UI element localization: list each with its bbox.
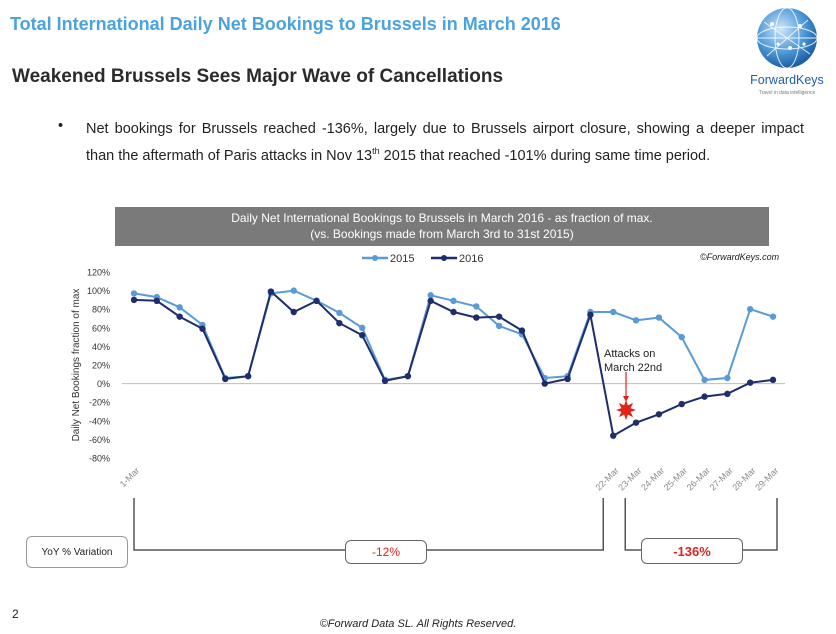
data-point-2016 xyxy=(610,432,617,439)
data-point-2016 xyxy=(176,313,183,320)
bullet-text: Net bookings for Brussels reached -136%,… xyxy=(86,118,804,167)
data-point-2016 xyxy=(450,308,457,316)
legend-label: 2016 xyxy=(459,253,483,265)
y-tick-label: 60% xyxy=(92,323,110,333)
data-point-2016 xyxy=(359,332,366,339)
x-tick-label: 1-Mar xyxy=(118,465,142,489)
data-point-2016 xyxy=(404,372,412,380)
explosion-icon xyxy=(616,400,636,420)
attack-annotation: Attacks on March 22nd xyxy=(604,347,662,375)
data-point-2016 xyxy=(655,411,663,418)
y-axis-label: Daily Net Bookings fraction of max xyxy=(71,289,82,442)
x-tick-label: 24-Mar xyxy=(639,465,666,492)
data-point-2015 xyxy=(610,308,617,316)
data-point-2015 xyxy=(450,297,457,305)
data-point-2015 xyxy=(336,309,343,317)
legend-label: 2015 xyxy=(390,253,414,265)
data-point-2015 xyxy=(724,374,731,382)
y-tick-label: 0% xyxy=(97,379,110,389)
data-point-2016 xyxy=(267,288,275,295)
data-point-2015 xyxy=(655,314,663,321)
slide-subtitle: Weakened Brussels Sees Major Wave of Can… xyxy=(12,66,504,87)
data-point-2016 xyxy=(290,308,297,316)
data-point-2015 xyxy=(176,304,183,311)
slide-title: Total International Daily Net Bookings t… xyxy=(10,14,561,34)
data-point-2015 xyxy=(632,317,640,324)
logo-wordmark: ForwardKeys xyxy=(750,73,824,87)
data-point-2016 xyxy=(244,372,252,380)
bullet-text-part2: 2015 that reached -101% during same time… xyxy=(379,147,711,164)
y-tick-label: -80% xyxy=(89,454,110,464)
footer-copyright: ©Forward Data SL. All Rights Reserved. xyxy=(319,618,517,630)
data-point-2016 xyxy=(746,379,754,386)
attack-annotation-line1: Attacks on xyxy=(604,348,656,360)
data-point-2016 xyxy=(701,393,708,400)
data-point-2016 xyxy=(564,375,571,383)
data-point-2016 xyxy=(541,380,548,387)
data-point-2016 xyxy=(678,400,685,408)
data-point-2016 xyxy=(473,314,480,321)
y-tick-label: -60% xyxy=(89,435,110,445)
data-point-2015 xyxy=(290,287,297,294)
data-point-2016 xyxy=(313,297,320,305)
data-point-2016 xyxy=(518,327,526,334)
forwardkeys-logo: ForwardKeys Travel in data intelligence xyxy=(742,4,832,100)
y-tick-label: 40% xyxy=(92,342,110,352)
attack-annotation-line2: March 22nd xyxy=(604,362,663,374)
data-point-2016 xyxy=(381,377,389,385)
y-tick-label: -20% xyxy=(89,398,110,408)
data-point-2016 xyxy=(769,376,777,384)
bullet-sup: th xyxy=(372,146,380,156)
data-point-2015 xyxy=(678,333,685,341)
x-tick-label: 23-Mar xyxy=(616,465,643,492)
data-point-2016 xyxy=(495,313,503,320)
yoy-right-value: -136% xyxy=(641,538,743,564)
data-point-2016 xyxy=(724,390,731,398)
chart-header-line1: Daily Net International Bookings to Brus… xyxy=(231,211,653,225)
data-point-2016 xyxy=(199,325,206,332)
data-point-2016 xyxy=(427,297,434,305)
x-tick-label: 29-Mar xyxy=(753,465,780,492)
data-point-2015 xyxy=(495,322,503,330)
data-point-2015 xyxy=(473,303,480,310)
data-point-2016 xyxy=(336,319,343,327)
chart-header: Daily Net International Bookings to Brus… xyxy=(115,207,769,246)
yoy-left-value: -12% xyxy=(345,540,427,564)
logo-tagline: Travel in data intelligence xyxy=(759,90,816,96)
x-tick-label: 22-Mar xyxy=(593,465,620,492)
yoy-variation-label: YoY % Variation xyxy=(26,536,128,568)
data-point-2016 xyxy=(587,311,594,318)
y-tick-label: -40% xyxy=(89,416,110,426)
legend-marker xyxy=(441,255,447,261)
x-tick-label: 26-Mar xyxy=(685,465,712,492)
x-tick-label: 27-Mar xyxy=(708,465,735,492)
data-point-2016 xyxy=(130,296,138,304)
x-tick-label: 25-Mar xyxy=(662,465,689,492)
y-tick-label: 120% xyxy=(87,268,110,278)
data-point-2016 xyxy=(153,297,161,305)
data-point-2015 xyxy=(701,376,708,384)
y-tick-label: 100% xyxy=(87,286,110,296)
source-note: ©ForwardKeys.com xyxy=(700,252,780,262)
data-point-2015 xyxy=(427,292,434,299)
data-point-2015 xyxy=(769,313,777,320)
data-point-2015 xyxy=(746,306,754,313)
data-point-2016 xyxy=(632,419,640,426)
page-number: 2 xyxy=(12,607,19,621)
data-point-2015 xyxy=(130,290,138,297)
annotation-arrowhead xyxy=(623,396,629,402)
bullet-marker: • xyxy=(58,118,64,134)
y-tick-label: 80% xyxy=(92,305,110,315)
legend-marker xyxy=(372,255,378,261)
chart-header-line2: (vs. Bookings made from March 3rd to 31s… xyxy=(310,227,574,241)
y-tick-label: 20% xyxy=(92,361,110,371)
data-point-2015 xyxy=(359,324,366,331)
data-point-2016 xyxy=(222,375,229,383)
x-tick-label: 28-Mar xyxy=(730,465,757,492)
bullet-text-part1: Net bookings for Brussels reached -136%,… xyxy=(86,121,804,164)
